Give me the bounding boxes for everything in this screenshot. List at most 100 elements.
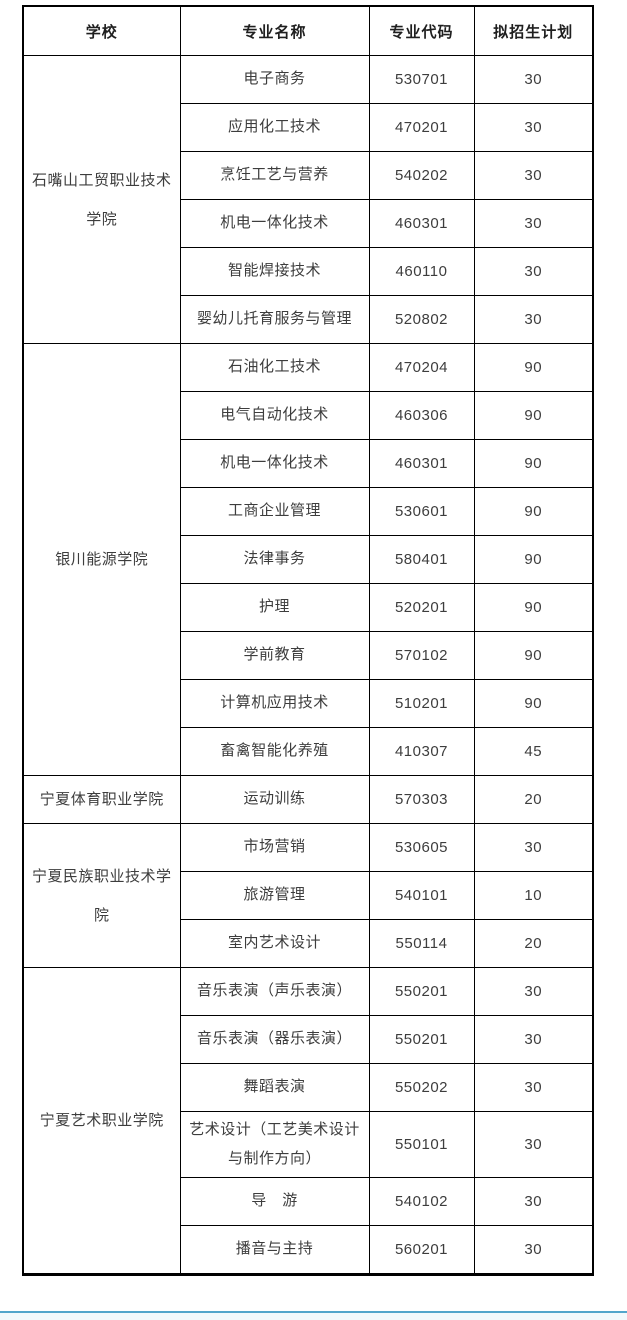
major-name-cell: 舞蹈表演 — [179, 1063, 370, 1112]
major-name-cell: 畜禽智能化养殖 — [179, 727, 370, 776]
plan-cell: 45 — [473, 727, 594, 776]
plan-cell: 30 — [473, 55, 594, 104]
major-name-cell: 电子商务 — [179, 55, 370, 104]
major-name-cell: 烹饪工艺与营养 — [179, 151, 370, 200]
major-code-cell: 460306 — [368, 391, 475, 440]
table-row: 音乐表演（器乐表演） 550201 30 — [23, 1015, 594, 1064]
plan-cell: 30 — [473, 1225, 594, 1275]
plan-cell: 90 — [473, 631, 594, 680]
major-code-cell: 470201 — [368, 103, 475, 152]
col-header-school: 学校 — [22, 5, 181, 56]
table-row: 石嘴山工贸职业技术学院 电子商务 530701 30 — [22, 55, 594, 344]
plan-cell: 30 — [473, 295, 594, 344]
table-row: 银川能源学院 石油化工技术 470204 90 — [22, 343, 594, 776]
plan-cell: 30 — [473, 1063, 594, 1112]
major-name-cell: 机电一体化技术 — [179, 199, 370, 248]
major-name-cell: 艺术设计（工艺美术设计与制作方向） — [179, 1111, 370, 1178]
plan-cell: 20 — [473, 919, 594, 968]
table-row: 护理 520201 90 — [23, 583, 594, 632]
plan-cell: 90 — [473, 487, 594, 536]
bottom-divider-line — [0, 1311, 627, 1313]
major-code-cell: 530605 — [368, 823, 475, 872]
major-code-cell: 520802 — [368, 295, 475, 344]
major-name-cell: 导 游 — [179, 1177, 370, 1226]
plan-cell: 30 — [473, 1177, 594, 1226]
plan-cell: 90 — [473, 583, 594, 632]
col-header-major-code: 专业代码 — [368, 5, 475, 56]
major-code-cell: 550201 — [368, 1015, 475, 1064]
table-row: 工商企业管理 530601 90 — [23, 487, 594, 536]
major-code-cell: 540101 — [368, 871, 475, 920]
major-code-cell: 470204 — [368, 343, 475, 392]
table-row: 导 游 540102 30 — [23, 1177, 594, 1226]
plan-cell: 90 — [473, 535, 594, 584]
table-row: 法律事务 580401 90 — [23, 535, 594, 584]
table-row: 舞蹈表演 550202 30 — [23, 1063, 594, 1112]
major-code-cell: 570102 — [368, 631, 475, 680]
major-name-cell: 音乐表演（声乐表演） — [179, 967, 370, 1016]
major-name-cell: 室内艺术设计 — [179, 919, 370, 968]
table-row: 宁夏艺术职业学院 音乐表演（声乐表演） 550201 30 — [22, 967, 594, 1275]
major-code-cell: 580401 — [368, 535, 475, 584]
major-name-cell: 应用化工技术 — [179, 103, 370, 152]
bottom-strip — [0, 1313, 627, 1320]
major-code-cell: 530601 — [368, 487, 475, 536]
table-row: 宁夏民族职业技术学院 市场营销 530605 30 — [22, 823, 594, 968]
major-name-cell: 音乐表演（器乐表演） — [179, 1015, 370, 1064]
plan-cell: 10 — [473, 871, 594, 920]
plan-cell: 30 — [473, 1111, 594, 1178]
major-code-cell: 550101 — [368, 1111, 475, 1178]
school-cell: 宁夏民族职业技术学院 — [22, 823, 181, 968]
plan-cell: 30 — [473, 1015, 594, 1064]
table-row: 宁夏体育职业学院 运动训练 570303 20 — [22, 775, 594, 824]
plan-cell: 30 — [473, 823, 594, 872]
major-name-cell: 机电一体化技术 — [179, 439, 370, 488]
table-row: 烹饪工艺与营养 540202 30 — [23, 151, 594, 200]
col-header-major-name: 专业名称 — [179, 5, 370, 56]
major-code-cell: 570303 — [368, 775, 475, 824]
plan-cell: 90 — [473, 679, 594, 728]
major-code-cell: 460301 — [368, 439, 475, 488]
major-code-cell: 510201 — [368, 679, 475, 728]
col-header-plan: 拟招生计划 — [473, 5, 594, 56]
major-code-cell: 550201 — [368, 967, 475, 1016]
plan-cell: 90 — [473, 439, 594, 488]
major-name-cell: 婴幼儿托育服务与管理 — [179, 295, 370, 344]
table-row: 艺术设计（工艺美术设计与制作方向） 550101 30 — [23, 1111, 594, 1178]
major-code-cell: 560201 — [368, 1225, 475, 1275]
plan-cell: 30 — [473, 247, 594, 296]
plan-cell: 90 — [473, 391, 594, 440]
school-cell: 银川能源学院 — [22, 343, 181, 776]
plan-cell: 30 — [473, 103, 594, 152]
table-row: 机电一体化技术 460301 90 — [23, 439, 594, 488]
major-code-cell: 520201 — [368, 583, 475, 632]
enrollment-table-wrap: 学校 专业名称 专业代码 拟招生计划 石嘴山工贸职业技术学院 电子商务 530701… — [22, 5, 594, 1276]
table-row: 智能焊接技术 460110 30 — [23, 247, 594, 296]
school-cell: 宁夏体育职业学院 — [22, 775, 181, 824]
plan-cell: 30 — [473, 199, 594, 248]
major-name-cell: 工商企业管理 — [179, 487, 370, 536]
major-name-cell: 市场营销 — [179, 823, 370, 872]
major-code-cell: 460110 — [368, 247, 475, 296]
major-code-cell: 550202 — [368, 1063, 475, 1112]
major-code-cell: 460301 — [368, 199, 475, 248]
plan-cell: 90 — [473, 343, 594, 392]
plan-cell: 30 — [473, 967, 594, 1016]
major-name-cell: 护理 — [179, 583, 370, 632]
plan-cell: 20 — [473, 775, 594, 824]
major-name-cell: 法律事务 — [179, 535, 370, 584]
school-cell: 宁夏艺术职业学院 — [22, 967, 181, 1275]
table-row: 婴幼儿托育服务与管理 520802 30 — [23, 295, 594, 344]
major-code-cell: 540202 — [368, 151, 475, 200]
major-name-cell: 旅游管理 — [179, 871, 370, 920]
table-row: 畜禽智能化养殖 410307 45 — [23, 727, 594, 776]
plan-cell: 30 — [473, 151, 594, 200]
header-row: 学校 专业名称 专业代码 拟招生计划 — [22, 5, 594, 56]
major-name-cell: 学前教育 — [179, 631, 370, 680]
major-code-cell: 530701 — [368, 55, 475, 104]
school-cell: 石嘴山工贸职业技术学院 — [22, 55, 181, 344]
major-code-cell: 550114 — [368, 919, 475, 968]
major-code-cell: 540102 — [368, 1177, 475, 1226]
major-name-cell: 石油化工技术 — [179, 343, 370, 392]
table-row: 应用化工技术 470201 30 — [23, 103, 594, 152]
